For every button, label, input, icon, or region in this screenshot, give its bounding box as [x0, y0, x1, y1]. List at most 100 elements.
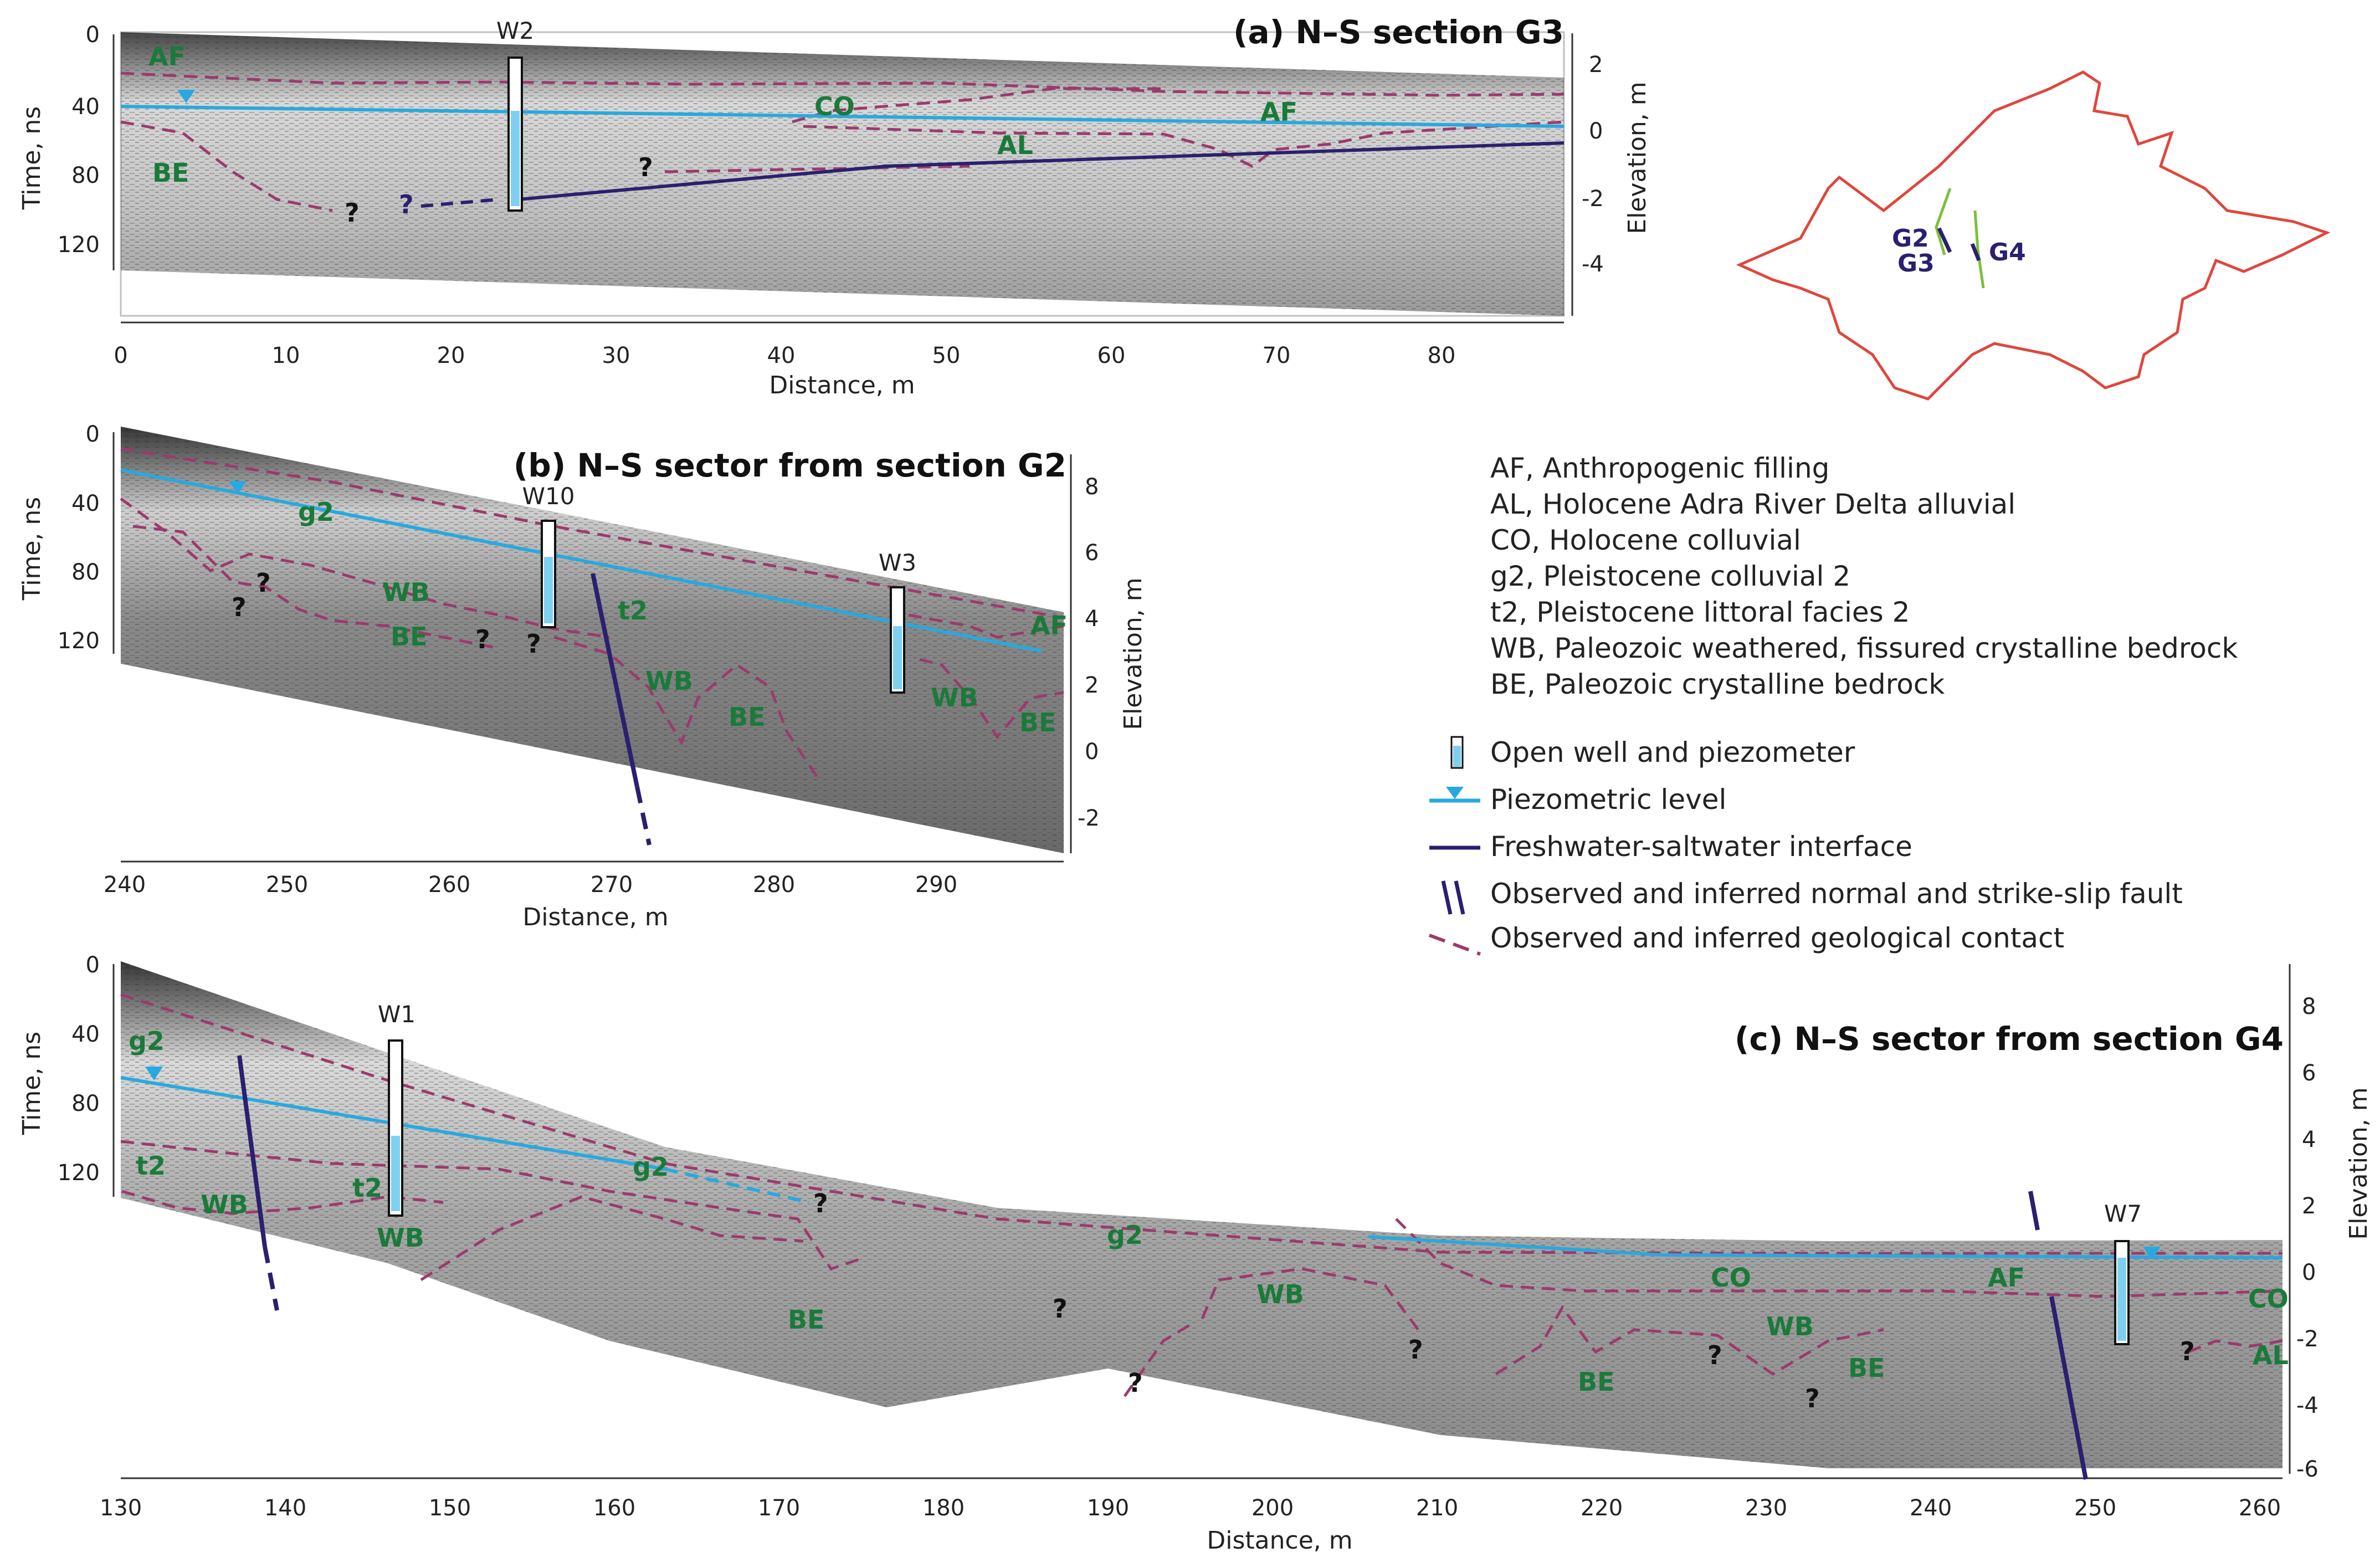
uncertain-marker: ? — [2180, 1336, 2195, 1366]
y2-tick: -4 — [2296, 1393, 2319, 1418]
y2-tick: 4 — [2302, 1127, 2316, 1152]
x-tick: 80 — [1428, 343, 1456, 368]
y-tick: 0 — [86, 952, 100, 978]
y-tick: 80 — [71, 1091, 100, 1116]
y2-tick: 2 — [2302, 1193, 2316, 1219]
contact-line — [908, 613, 1064, 639]
x-tick: 290 — [915, 872, 957, 898]
x-tick: 260 — [2239, 1495, 2281, 1521]
y2-tick: 6 — [2302, 1060, 2316, 1086]
uncertain-marker: ? — [1805, 1383, 1820, 1413]
unit-label: BE — [729, 702, 765, 732]
contact-line — [1123, 1323, 1192, 1397]
map-section-line — [1970, 243, 1981, 262]
contact-line — [803, 120, 1565, 168]
unit-label: t2 — [618, 596, 648, 626]
x-tick: 280 — [753, 872, 795, 898]
y2-tick: -2 — [1078, 806, 1100, 831]
unit-label: g2 — [633, 1152, 669, 1182]
panel-title-c: (c) N–S sector from section G4 — [1735, 1020, 2284, 1058]
y2-tick: 0 — [2302, 1260, 2316, 1285]
legend-symbol: Freshwater-saltwater interface — [1490, 831, 1912, 863]
well-label: W7 — [2104, 1200, 2142, 1227]
y-tick: 80 — [71, 560, 100, 585]
gpr-radargram-c-texture — [121, 961, 2282, 1468]
contact-line — [553, 636, 822, 782]
piezometric-marker — [145, 1067, 163, 1080]
gpr-frame-a — [120, 31, 1565, 317]
well-label: W3 — [879, 549, 916, 576]
contact-line — [120, 497, 610, 639]
piezometric-symbol-icon — [1429, 787, 1480, 803]
contact-line — [120, 447, 1064, 619]
y-ticks-c: 0 40 80 120 — [58, 952, 100, 1186]
x-tick: 220 — [1581, 1495, 1623, 1521]
y2-tick: 6 — [1085, 540, 1099, 566]
y2-ticks-a: 2 0 -2 -4 — [1582, 52, 1604, 277]
unit-label: BE — [152, 158, 189, 188]
y2-tick: 2 — [1589, 52, 1603, 78]
x-axis-label-b: Distance, m — [522, 903, 668, 931]
x-tick: 270 — [591, 872, 633, 898]
contact-line — [132, 525, 499, 650]
unit-label: WB — [201, 1190, 248, 1219]
unit-label: BE — [788, 1305, 824, 1335]
legend-symbol: Observed and inferred normal and strike-… — [1490, 878, 2183, 910]
legend-unit: BE, Paleozoic crystalline bedrock — [1490, 668, 1945, 700]
y2-tick: -2 — [1582, 186, 1604, 212]
map-section-line — [1937, 227, 1952, 253]
y2-tick: 2 — [1085, 673, 1099, 698]
y-tick: 120 — [58, 628, 100, 654]
x-tick: 200 — [1251, 1495, 1294, 1521]
unit-label: BE — [391, 622, 427, 652]
x-tick: 170 — [758, 1495, 800, 1521]
x-tick: 240 — [104, 872, 146, 898]
contact-line — [420, 1195, 804, 1282]
y2-axis-label-b: Elevation, m — [1119, 577, 1147, 730]
x-tick: 30 — [602, 343, 630, 368]
y-ticks-a: 0 40 80 120 — [58, 22, 100, 258]
legend-symbol: Piezometric level — [1490, 783, 1726, 816]
x-tick: 50 — [932, 343, 961, 368]
location-map: G2 G3 G4 — [1736, 70, 2331, 401]
piezometric-level-b — [120, 468, 1042, 653]
legend-unit: AF, Anthropogenic filling — [1490, 452, 1829, 484]
legend-symbol: Observed and inferred geological contact — [1490, 922, 2064, 954]
y2-tick: -2 — [2296, 1326, 2319, 1352]
unit-label: AF — [1260, 97, 1297, 127]
gpr-radargram-a-texture — [121, 32, 1564, 316]
y2-tick: -4 — [1582, 252, 1604, 277]
y-tick: 80 — [71, 163, 100, 188]
well-label: W1 — [378, 1001, 416, 1028]
x-ticks-c: 130 140 150 160 170 180 190 200 210 220 … — [100, 1495, 2281, 1521]
y-ticks-b: 0 40 80 120 — [58, 422, 100, 654]
contact-line — [1395, 1218, 2283, 1298]
well-w10: W10 — [522, 483, 575, 628]
well-symbol-icon — [1450, 736, 1464, 769]
y2-tick: 8 — [2302, 994, 2316, 1019]
x-tick: 180 — [922, 1495, 965, 1521]
uncertain-marker: ? — [1053, 1294, 1068, 1324]
unit-label: WB — [931, 683, 978, 713]
contact-line — [120, 1140, 865, 1270]
panel-b: 240 250 260 270 280 290 Distance, m 0 40… — [18, 422, 1147, 931]
contact-line — [120, 71, 1565, 97]
y2-ticks-c: 8 6 4 2 0 -2 -4 -6 — [2296, 994, 2319, 1482]
panel-a: 0 10 20 30 40 50 60 70 80 Distance, m 0 … — [18, 13, 1651, 399]
y2-axis-label-c: Elevation, m — [2345, 1087, 2373, 1239]
inferred-fault-c — [263, 1246, 279, 1311]
piezometric-level-a — [120, 105, 1565, 128]
x-tick: 210 — [1416, 1495, 1458, 1521]
fault-line-c — [237, 1055, 267, 1247]
unit-label: BE — [1019, 708, 1056, 737]
y-axis-label-a: Time, ns — [18, 106, 46, 210]
unit-label: BE — [1848, 1353, 1885, 1383]
y2-tick: 0 — [1589, 119, 1603, 144]
unit-label: WB — [1766, 1311, 1814, 1341]
x-tick: 70 — [1263, 343, 1291, 368]
x-tick: 150 — [429, 1495, 471, 1521]
y2-tick: -6 — [2296, 1457, 2319, 1482]
unit-label: WB — [377, 1223, 424, 1253]
map-section-line — [1973, 210, 1985, 289]
